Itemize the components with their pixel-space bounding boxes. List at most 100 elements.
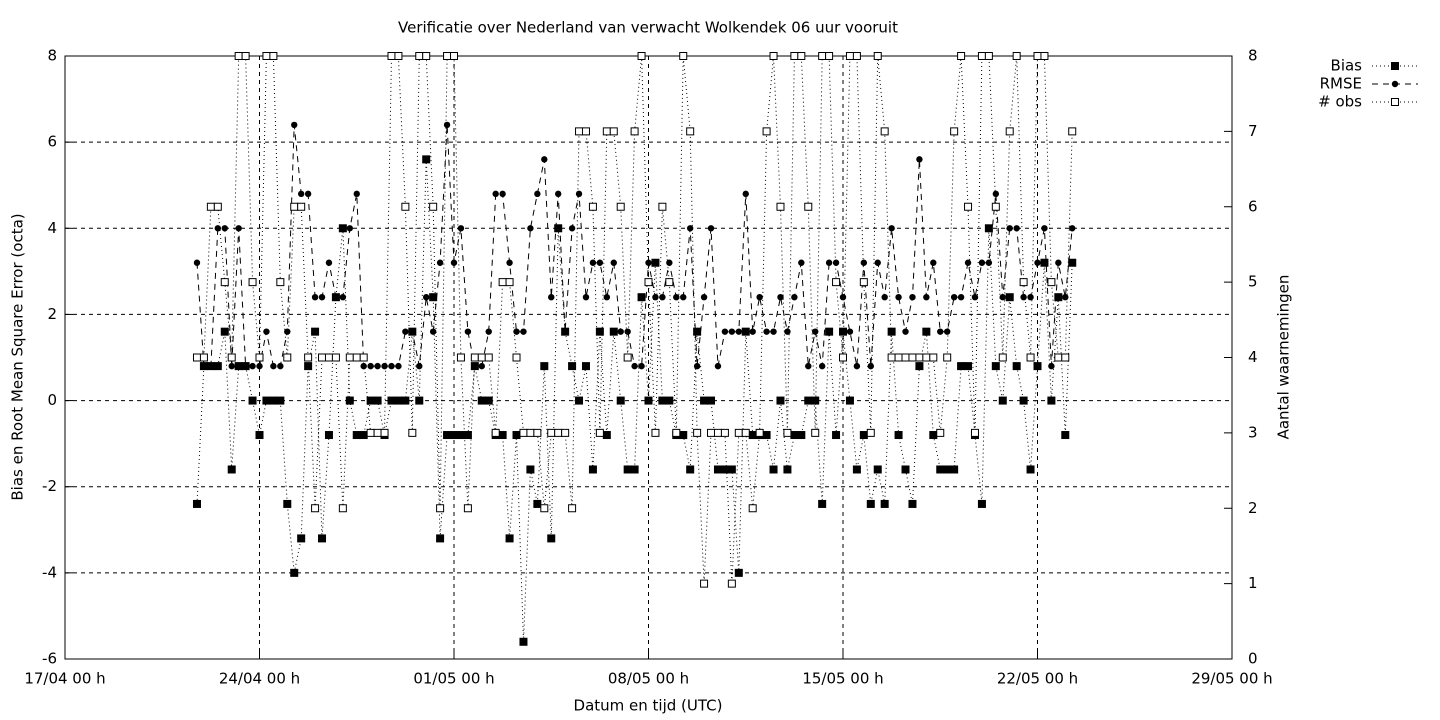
marker: [464, 328, 472, 335]
y2-axis-label: Aantal waarnemingen: [1275, 275, 1293, 440]
marker: [853, 362, 861, 370]
marker: [575, 396, 584, 405]
marker: [456, 431, 465, 440]
marker: [769, 465, 778, 474]
marker: [748, 504, 757, 513]
marker: [485, 328, 492, 335]
marker: [1006, 225, 1013, 232]
marker: [693, 428, 702, 437]
marker: [756, 294, 763, 301]
x-tick-label: 29/05 00 h: [1191, 670, 1272, 688]
marker: [1047, 278, 1056, 287]
marker: [345, 353, 354, 362]
marker: [338, 504, 347, 513]
marker: [721, 328, 729, 335]
marker: [277, 362, 284, 370]
y-tick-label: -6: [42, 650, 57, 668]
marker: [894, 353, 903, 362]
marker: [769, 52, 778, 60]
marker: [887, 353, 896, 362]
marker: [263, 328, 270, 335]
marker: [937, 328, 944, 335]
marker: [1019, 278, 1028, 287]
marker: [748, 431, 757, 440]
marker: [825, 52, 834, 60]
y-tick-label: -2: [42, 477, 57, 495]
marker: [908, 353, 917, 362]
marker: [213, 362, 222, 371]
marker: [936, 428, 945, 437]
marker: [589, 259, 597, 266]
marker: [804, 202, 813, 211]
marker: [762, 127, 771, 136]
marker: [644, 396, 653, 405]
marker: [402, 328, 409, 335]
marker: [909, 294, 916, 301]
marker: [713, 428, 722, 437]
marker: [957, 362, 966, 371]
marker: [477, 353, 486, 362]
marker: [999, 294, 1006, 301]
marker: [227, 353, 236, 362]
marker: [436, 534, 445, 543]
x-tick-label: 17/04 00 h: [24, 670, 105, 688]
marker: [470, 353, 479, 362]
marker: [526, 428, 535, 437]
marker: [318, 353, 327, 362]
marker: [818, 362, 826, 370]
marker: [881, 294, 888, 301]
legend-marker: [1391, 80, 1399, 88]
marker: [977, 52, 986, 60]
marker: [360, 362, 367, 370]
marker: [291, 121, 298, 129]
marker: [227, 465, 236, 474]
marker: [318, 534, 327, 543]
x-tick-label: 24/04 00 h: [219, 670, 300, 688]
marker: [575, 127, 584, 136]
marker: [366, 428, 375, 437]
marker: [651, 258, 660, 267]
marker: [770, 328, 777, 335]
marker: [790, 431, 799, 440]
marker: [270, 362, 277, 370]
y2-tick-label: 8: [1248, 47, 1258, 65]
marker: [602, 431, 611, 440]
marker: [582, 294, 590, 301]
marker: [686, 465, 695, 474]
marker: [1013, 225, 1020, 232]
marker: [991, 202, 1000, 211]
x-axis-label: Datum en tijd (UTC): [574, 697, 723, 715]
marker: [637, 52, 646, 60]
marker: [679, 431, 688, 440]
marker: [630, 127, 639, 136]
marker: [805, 362, 812, 370]
marker: [235, 225, 242, 232]
marker: [381, 362, 388, 370]
marker: [269, 52, 278, 60]
marker: [922, 353, 931, 362]
marker: [249, 362, 256, 370]
marker: [957, 52, 966, 60]
marker: [540, 504, 549, 513]
marker: [1048, 362, 1055, 370]
marker: [200, 362, 208, 370]
x-tick-label: 15/05 00 h: [802, 670, 883, 688]
marker: [1040, 52, 1049, 60]
marker: [845, 396, 854, 405]
marker: [686, 127, 695, 136]
marker: [1012, 52, 1021, 60]
marker: [541, 156, 548, 163]
marker: [422, 52, 431, 60]
marker: [297, 202, 306, 211]
marker: [894, 431, 903, 440]
marker: [602, 127, 611, 136]
marker: [783, 428, 792, 437]
marker: [241, 52, 250, 60]
marker: [1027, 294, 1034, 301]
marker: [825, 327, 834, 336]
marker: [852, 52, 861, 60]
marker: [388, 362, 395, 370]
marker: [797, 52, 806, 60]
marker: [331, 353, 340, 362]
marker: [429, 328, 437, 335]
